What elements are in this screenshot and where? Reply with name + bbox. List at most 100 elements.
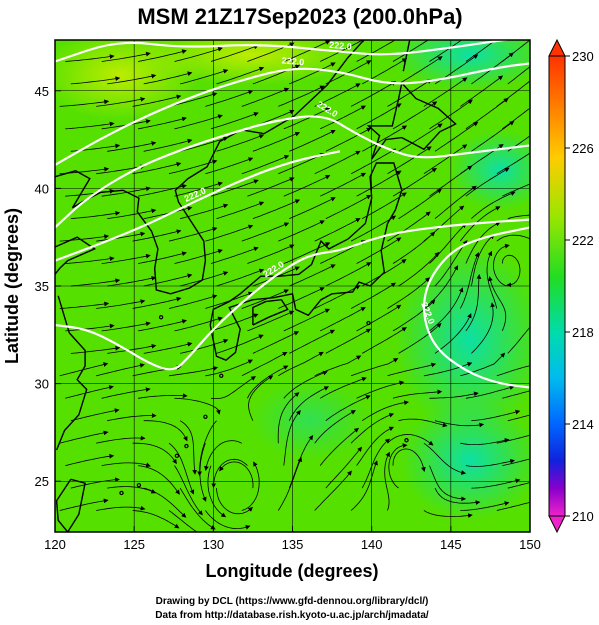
- streamline: [350, 215, 397, 242]
- streamline: [180, 69, 229, 85]
- x-tick-label: 145: [440, 537, 462, 552]
- streamline: [350, 81, 397, 107]
- streamline: [138, 393, 188, 399]
- y-axis: 25 30 35 40 45: [35, 84, 61, 489]
- streamline: [65, 54, 115, 62]
- streamline: [278, 287, 325, 309]
- streamline: [392, 101, 438, 130]
- streamline: [387, 79, 432, 107]
- streamline: [179, 271, 229, 287]
- streamline: [216, 334, 264, 354]
- streamline: [174, 316, 223, 332]
- streamline: [107, 208, 157, 219]
- streamline: [387, 146, 432, 175]
- streamline: [289, 329, 336, 354]
- streamline: [132, 162, 182, 175]
- contour-line: [55, 115, 530, 229]
- streamline: [460, 438, 510, 446]
- streamline: [434, 121, 479, 152]
- colorbar-max-arrow: [548, 38, 566, 57]
- streamline: [496, 434, 530, 444]
- streamline: [283, 370, 328, 399]
- streamline: [210, 112, 259, 130]
- streamline: [101, 387, 151, 399]
- streamline: [507, 482, 530, 489]
- streamline: [496, 152, 530, 175]
- streamline: [350, 460, 378, 511]
- streamline: [278, 220, 325, 242]
- streamline: [59, 301, 110, 309]
- streamline: [168, 92, 218, 107]
- streamline: [496, 365, 530, 377]
- colorbar-tick-label: 226: [572, 141, 594, 156]
- streamline: [429, 223, 467, 264]
- streamline: [283, 409, 301, 466]
- coastline: [55, 478, 86, 532]
- streamline: [423, 144, 468, 175]
- streamline: [486, 250, 498, 309]
- streamline: [252, 331, 300, 354]
- streamline: [502, 183, 530, 197]
- streamline: [507, 214, 530, 219]
- streamline: [174, 249, 223, 264]
- streamline: [289, 197, 336, 219]
- streamline: [101, 321, 151, 332]
- streamline: [96, 97, 146, 107]
- streamline: [65, 256, 115, 264]
- streamline: [283, 107, 331, 130]
- streamline: [362, 259, 407, 287]
- colorbar-tick-label: 214: [572, 417, 594, 432]
- streamline: [70, 210, 121, 219]
- streamline: [325, 195, 372, 219]
- streamline: [434, 487, 481, 505]
- streamline: [278, 85, 325, 107]
- colorbar-tick-label: 218: [572, 325, 594, 340]
- streamline: [460, 501, 510, 511]
- streamline: [247, 177, 295, 197]
- island: [158, 315, 164, 320]
- streamline: [70, 408, 120, 422]
- x-tick-label: 135: [282, 537, 304, 552]
- contour-line: [55, 40, 512, 63]
- y-tick-label: 40: [35, 181, 49, 196]
- streamline: [325, 262, 372, 287]
- streamline: [174, 46, 223, 62]
- streamline: [314, 285, 361, 309]
- streamline: [493, 243, 510, 287]
- streamline: [423, 442, 467, 475]
- streamline: [283, 242, 331, 264]
- island: [404, 438, 409, 443]
- coastline: [150, 141, 221, 295]
- streamline: [283, 308, 331, 332]
- streamline: [423, 362, 473, 377]
- streamline: [179, 136, 229, 152]
- streamline: [132, 229, 182, 242]
- streamline: [59, 99, 110, 107]
- streamline: [465, 274, 482, 332]
- streamline: [179, 487, 216, 530]
- colorbar-min-arrow: [548, 515, 566, 534]
- streamline: [241, 461, 260, 511]
- y-tick-label: 45: [35, 84, 49, 99]
- x-tick-label: 125: [123, 537, 145, 552]
- streamline: [320, 307, 366, 332]
- streamline: [96, 435, 146, 444]
- streamline: [132, 442, 177, 465]
- streamline: [247, 244, 295, 264]
- streamline: [247, 365, 289, 399]
- streamline: [434, 420, 485, 428]
- streamline: [216, 488, 253, 515]
- streamline: [465, 385, 515, 399]
- island: [119, 490, 124, 496]
- streamline: [96, 505, 146, 511]
- streamline: [398, 418, 448, 428]
- cool-region: [250, 380, 370, 460]
- streamline: [507, 326, 530, 354]
- streamline: [101, 186, 151, 197]
- streamline: [107, 73, 157, 85]
- contour-line: [422, 226, 530, 389]
- streamline: [101, 51, 151, 62]
- coastline: [366, 81, 457, 160]
- streamline: [361, 400, 409, 422]
- streamline: [216, 66, 265, 85]
